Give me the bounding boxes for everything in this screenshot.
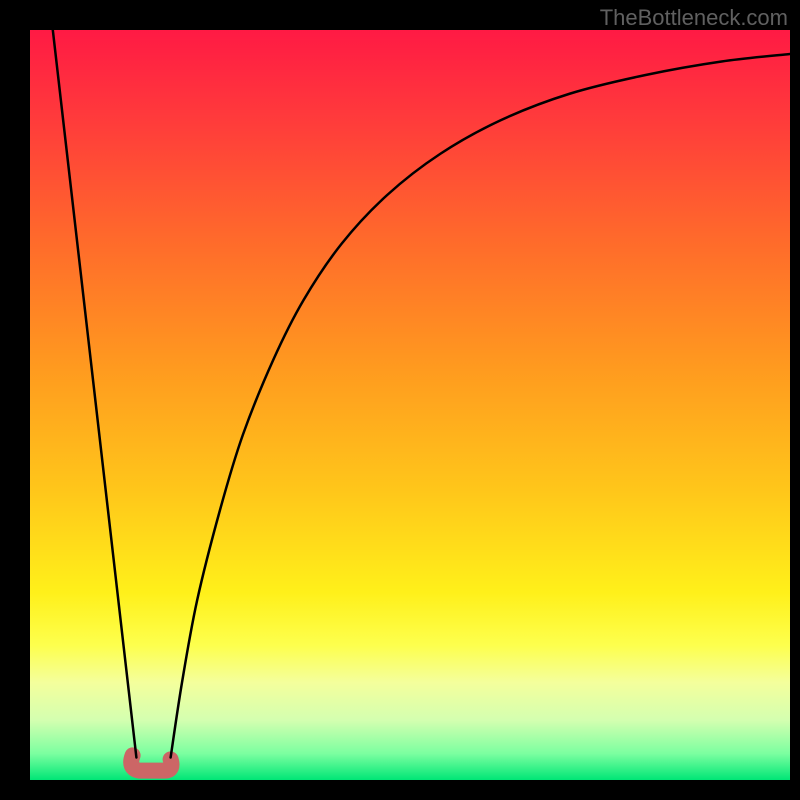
gradient-background [30,30,790,780]
watermark-text: TheBottleneck.com [600,5,788,31]
chart-svg [30,30,790,780]
plot-area [30,30,790,780]
canvas: TheBottleneck.com [0,0,800,800]
